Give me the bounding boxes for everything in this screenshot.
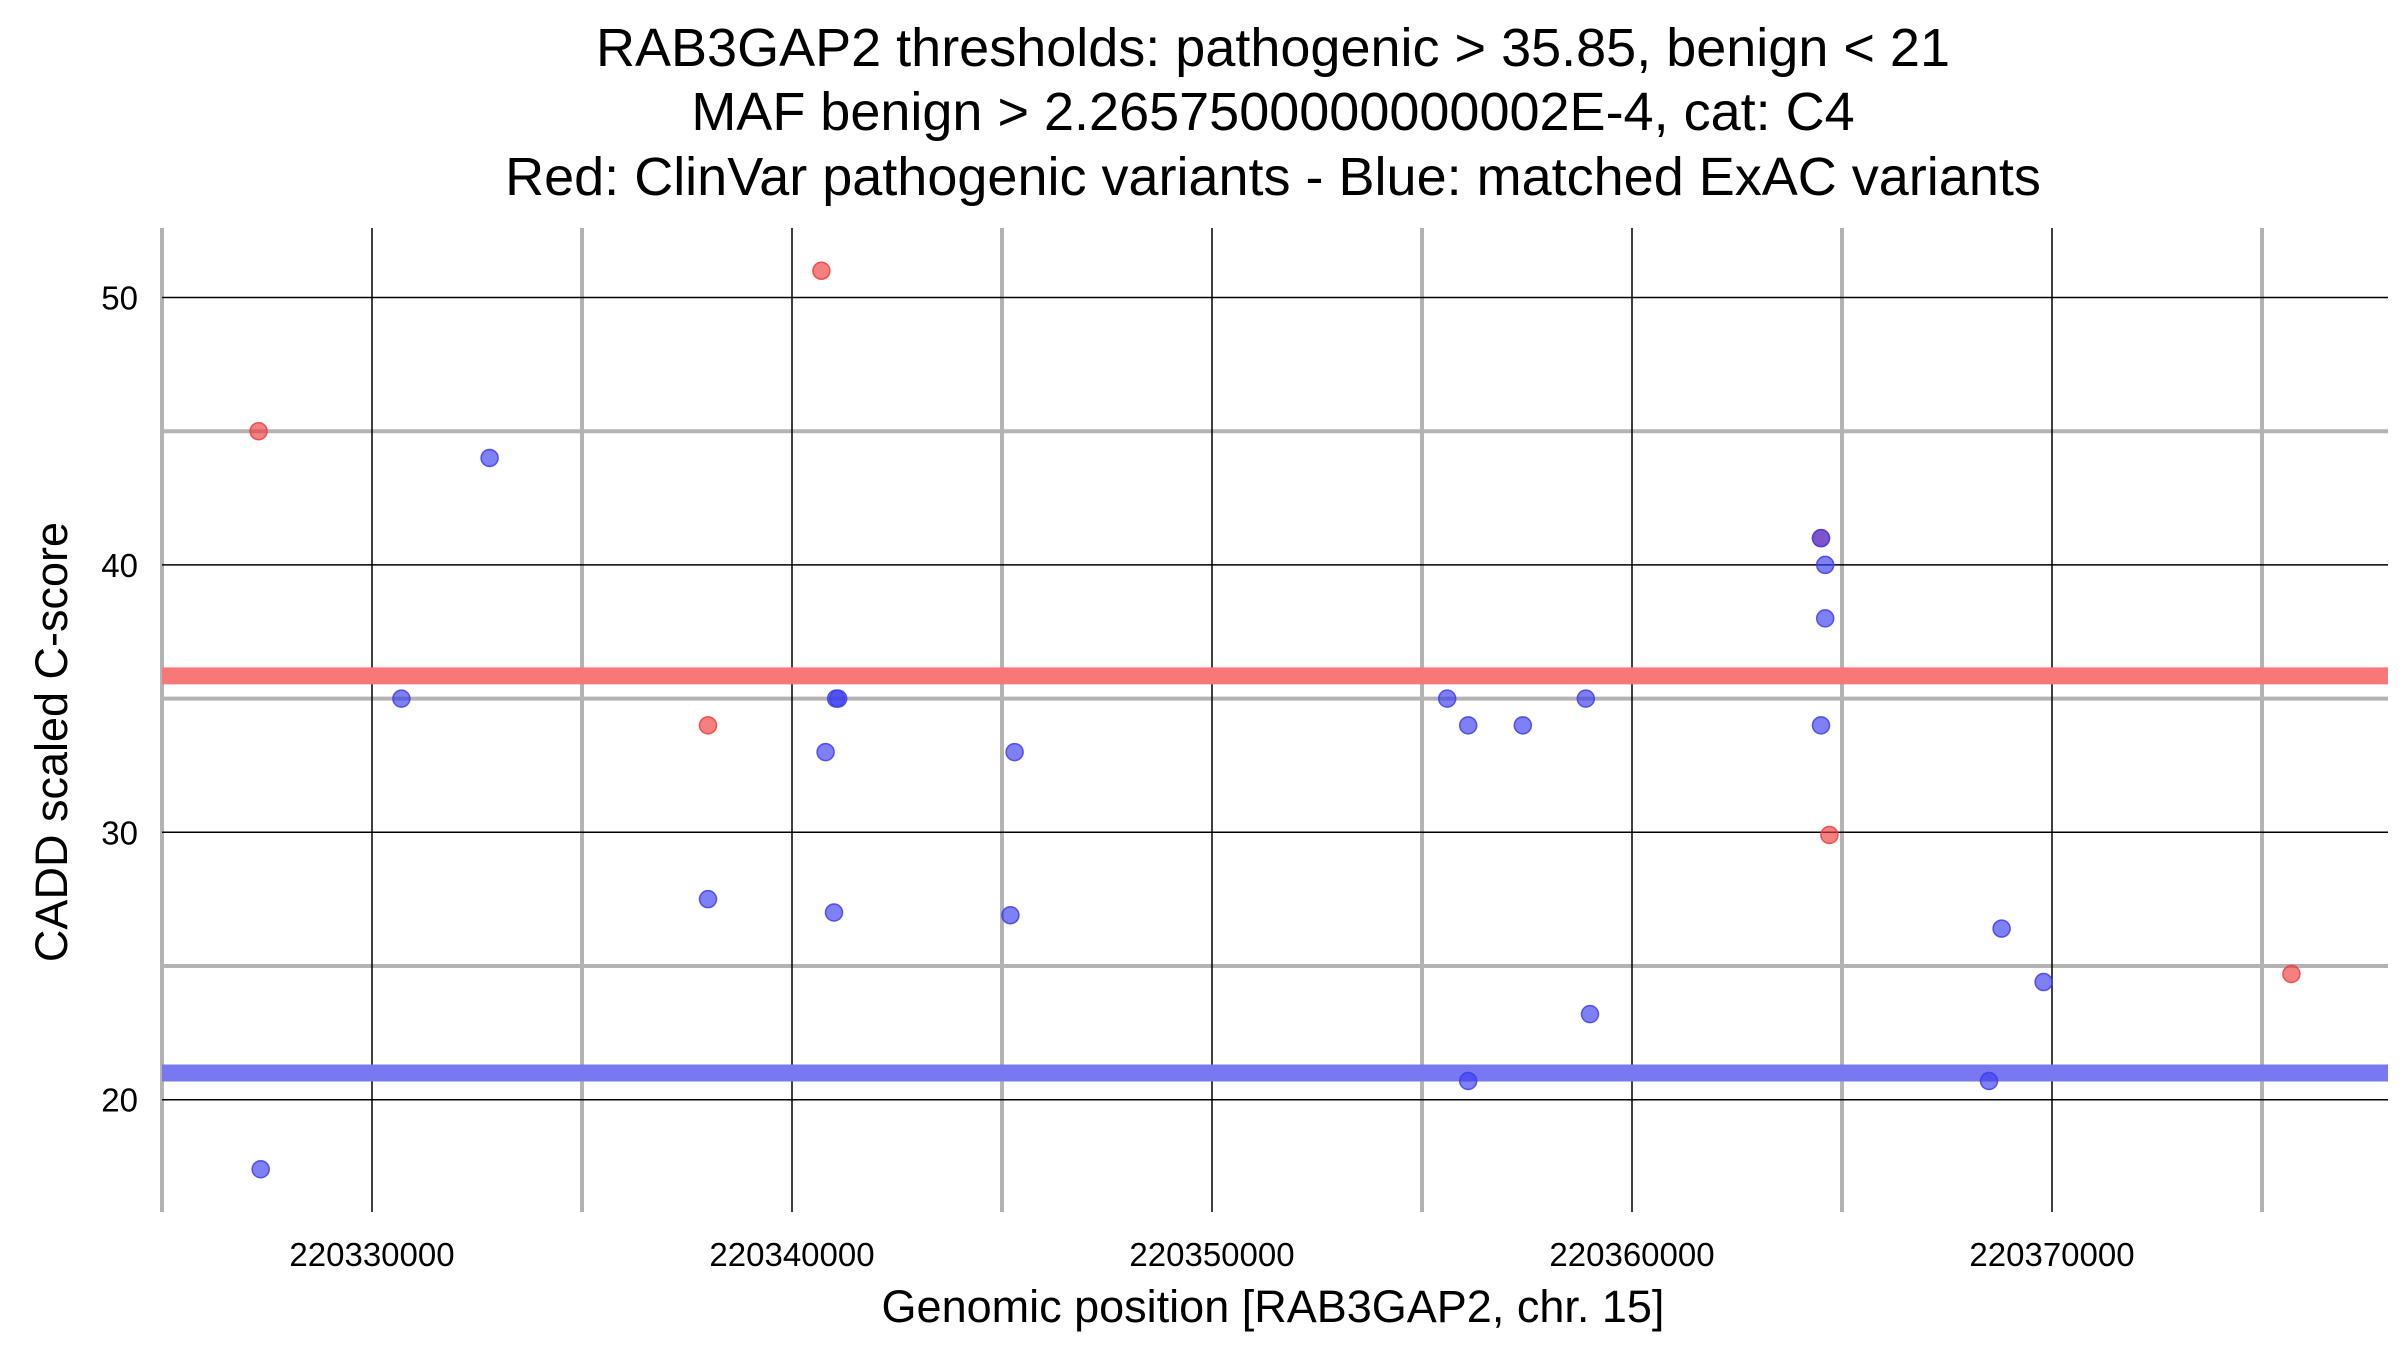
- benign-variant-point: [1513, 716, 1533, 735]
- y-tick-label: 30: [101, 814, 138, 851]
- benign-variant-point: [824, 903, 844, 922]
- data-points: [249, 261, 2301, 1179]
- benign-variant-point: [392, 689, 411, 708]
- y-tick-label: 50: [101, 280, 138, 317]
- pathogenic-variant-point: [698, 716, 718, 735]
- x-axis-title: Genomic position [RAB3GAP2, chr. 15]: [882, 1281, 1665, 1332]
- benign-variant-point: [816, 742, 835, 762]
- y-tick-label: 40: [101, 547, 138, 584]
- benign-variant-point: [1815, 555, 1835, 575]
- y-axis-tick-labels: 20 30 40 50: [101, 280, 138, 1119]
- benign-variant-point: [480, 448, 499, 468]
- benign-variant-point: [1576, 689, 1596, 708]
- chart-title: RAB3GAP2 thresholds: pathogenic > 35.85,…: [505, 18, 2041, 207]
- pathogenic-variant-point: [812, 261, 831, 281]
- major-gridlines: [162, 228, 2388, 1212]
- benign-variant-point: [828, 689, 848, 708]
- benign-variant-point: [1458, 1071, 1478, 1091]
- minor-gridlines: [160, 228, 2388, 1212]
- pathogenic-variant-point: [249, 421, 268, 441]
- benign-variant-point: [251, 1159, 270, 1179]
- title-line-2: MAF benign > 2.2657500000000002E-4, cat:…: [691, 82, 1854, 142]
- y-tick-label: 20: [101, 1082, 138, 1119]
- benign-variant-point: [698, 889, 718, 909]
- benign-variant-point: [1811, 528, 1831, 548]
- benign-variant-point: [1992, 919, 2011, 938]
- benign-variant-point: [1811, 716, 1831, 735]
- benign-variant-point: [2034, 972, 2053, 992]
- benign-variant-point: [1001, 905, 1020, 925]
- y-axis-title: CADD scaled C-score: [26, 522, 77, 962]
- x-tick-label: 220340000: [709, 1236, 874, 1273]
- benign-variant-point: [1437, 689, 1457, 708]
- x-tick-label: 220350000: [1129, 1236, 1294, 1273]
- x-axis-tick-labels: 220330000 220340000 220350000 220360000 2203…: [289, 1236, 2134, 1273]
- threshold-lines: [162, 667, 2388, 1082]
- x-tick-label: 220330000: [289, 1236, 454, 1273]
- benign-variant-point: [1815, 609, 1835, 628]
- title-line-1: RAB3GAP2 thresholds: pathogenic > 35.85,…: [596, 18, 1950, 78]
- pathogenic-variant-point: [2282, 964, 2301, 984]
- x-tick-label: 220370000: [1969, 1236, 2134, 1273]
- benign-variant-point: [1458, 716, 1478, 735]
- pathogenic-variant-point: [1820, 825, 1839, 845]
- x-tick-label: 220360000: [1549, 1236, 1714, 1273]
- benign-variant-point: [1580, 1004, 1600, 1024]
- benign-variant-point: [1979, 1071, 1999, 1091]
- benign-variant-point: [1005, 742, 1024, 762]
- title-line-3: Red: ClinVar pathogenic variants - Blue:…: [505, 147, 2041, 207]
